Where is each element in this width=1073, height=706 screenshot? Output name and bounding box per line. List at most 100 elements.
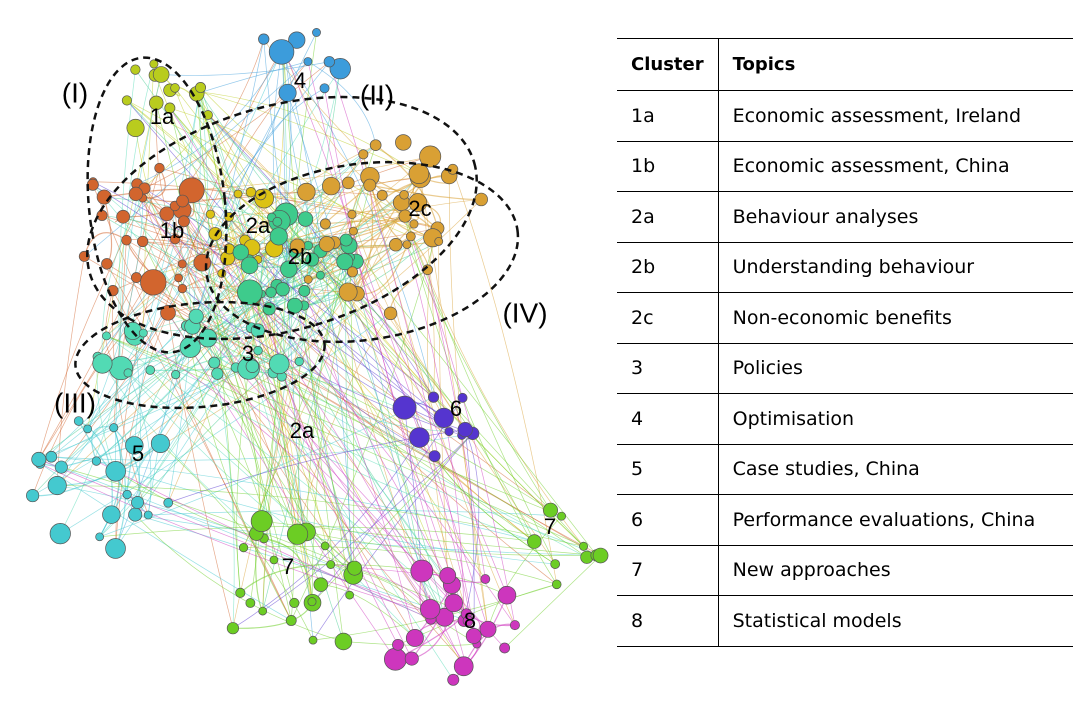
node [303,57,313,66]
edge [106,144,376,337]
edge [261,293,399,646]
node [499,642,511,654]
edge [99,293,262,537]
edge [464,429,475,637]
topic-cell: Behaviour analyses [718,191,1073,243]
node [405,628,424,647]
node [137,235,149,248]
edge [355,261,508,596]
ellipse-iii [74,300,326,410]
header-cell: Cluster [617,38,719,91]
table-row: 3 Policies [617,342,1073,394]
node [347,560,363,576]
edge [115,39,265,549]
node [439,567,457,584]
node [376,189,388,201]
node [269,227,288,246]
edge [127,372,298,535]
node [125,436,144,455]
edge [99,427,122,538]
node [237,279,263,305]
edge [127,372,152,516]
node [160,305,176,321]
node [240,256,259,275]
node [116,209,130,224]
node [275,282,290,297]
cluster-table: Cluster Topics 1a Economic assessment, Ire… [617,38,1073,647]
node [383,306,398,321]
edge [136,183,467,615]
edge [487,515,562,630]
node [497,585,517,605]
topic-cell: Policies [718,342,1073,394]
edge [174,191,383,207]
table-row: 2a Behaviour analyses [617,191,1073,243]
node [73,416,84,426]
node [433,407,454,428]
edge [356,293,475,637]
edge [282,46,489,630]
edge [175,374,535,542]
edge [167,312,234,629]
node [195,81,207,93]
node [551,579,562,590]
node [102,331,111,341]
node [253,345,263,356]
cluster-cell: 6 [617,494,719,546]
edge [351,214,445,419]
edge [127,92,288,374]
node [131,496,145,509]
node [272,216,283,227]
edge [144,61,330,189]
edge [406,244,465,621]
node [105,538,126,559]
edge [343,641,477,646]
cluster-ellipses [74,56,520,410]
node [177,283,188,294]
labels: (I) (II) (III) (IV) 1a 1b 2a 2b 2c 3 4 5 6 7 7 8 2a [54,68,556,633]
edge [96,460,432,620]
node [457,422,473,438]
node [305,252,319,267]
node [398,209,412,223]
node [326,560,336,569]
node [405,231,416,242]
topic-cell: Statistical models [718,595,1073,647]
node [286,523,309,545]
node [91,456,102,466]
edge [239,563,331,594]
edge [352,175,450,232]
edge [214,362,588,558]
cluster-label: 5 [132,441,144,466]
ellipse-i [86,56,228,354]
table-row: 4 Optimisation [617,393,1073,445]
node [444,593,463,613]
cluster-cell: 4 [617,393,719,445]
edge [356,293,535,542]
edge [92,184,292,621]
edge [189,144,376,348]
node [465,628,482,644]
nodes [26,28,609,686]
node [123,368,133,378]
node [336,253,354,271]
edge [112,214,287,291]
table-row: 2c Non-economic benefits [617,292,1073,344]
edge [345,239,597,556]
node [363,178,377,192]
edge [306,145,376,532]
edge [290,228,438,621]
node [312,28,321,37]
edge [186,325,292,621]
edge [39,259,259,464]
node [145,365,156,375]
cluster-label: 1a [150,104,175,129]
topic-cell: Economic assessment, Ireland [718,90,1073,142]
node [419,145,442,168]
node [177,259,187,269]
header-row: Cluster Topics [617,38,1073,91]
node [280,260,298,278]
node [102,505,121,524]
edge [103,196,113,265]
